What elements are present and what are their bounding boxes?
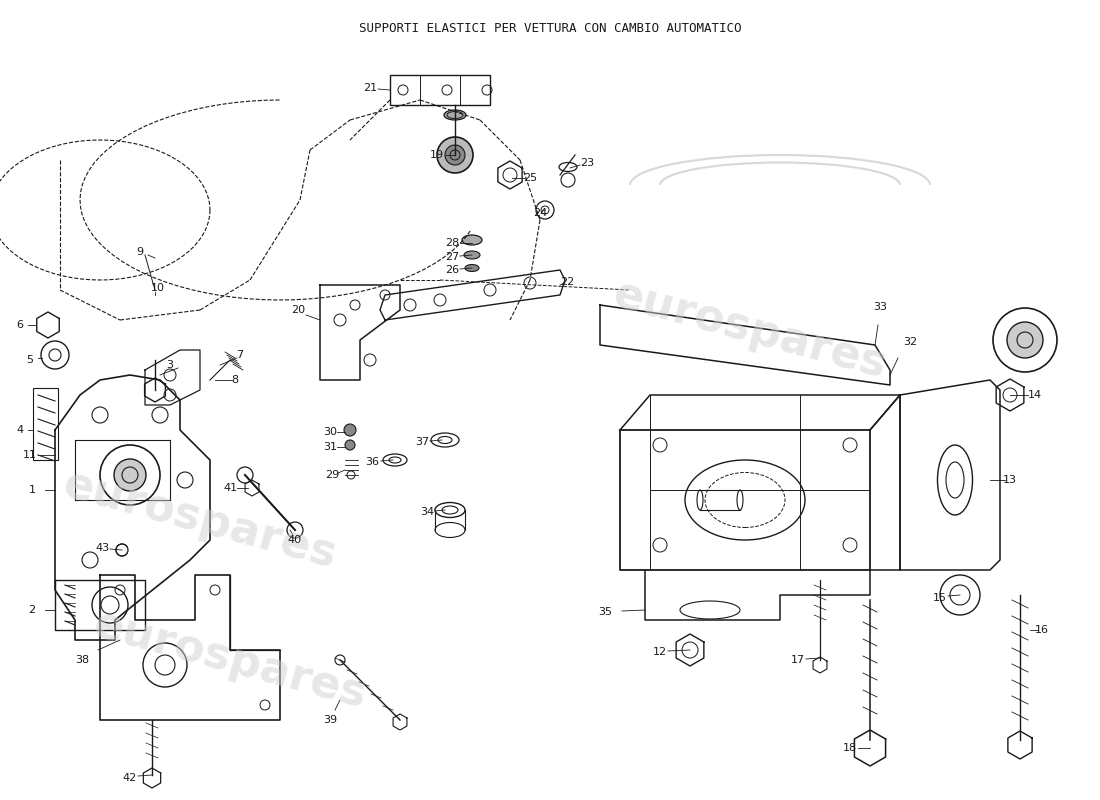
Text: 3: 3	[166, 360, 174, 370]
Text: 20: 20	[290, 305, 305, 315]
Bar	[33, 388, 58, 460]
Text: 28: 28	[444, 238, 459, 248]
Bar	[390, 75, 490, 105]
Text: 19: 19	[430, 150, 444, 160]
Text: 5: 5	[26, 355, 33, 365]
Text: 40: 40	[288, 535, 302, 545]
Text: 21: 21	[363, 83, 377, 93]
Text: 15: 15	[933, 593, 947, 603]
Circle shape	[344, 424, 356, 436]
Text: 33: 33	[873, 302, 887, 312]
Text: 43: 43	[95, 543, 109, 553]
Text: 34: 34	[420, 507, 434, 517]
Text: 23: 23	[580, 158, 594, 168]
Circle shape	[437, 137, 473, 173]
Text: 42: 42	[123, 773, 138, 783]
Ellipse shape	[465, 265, 478, 271]
Text: 13: 13	[1003, 475, 1018, 485]
Text: 29: 29	[324, 470, 339, 480]
Text: 26: 26	[444, 265, 459, 275]
Text: 7: 7	[236, 350, 243, 360]
Text: 24: 24	[532, 208, 547, 218]
Circle shape	[1006, 322, 1043, 358]
Text: 36: 36	[365, 457, 380, 467]
Text: 17: 17	[791, 655, 805, 665]
Ellipse shape	[462, 235, 482, 245]
Ellipse shape	[464, 251, 480, 259]
Text: 6: 6	[16, 320, 23, 330]
Circle shape	[446, 145, 465, 165]
Text: 35: 35	[598, 607, 612, 617]
Text: 32: 32	[903, 337, 917, 347]
Circle shape	[114, 459, 146, 491]
Text: 25: 25	[522, 173, 537, 183]
Text: 4: 4	[16, 425, 23, 435]
Text: 22: 22	[560, 277, 574, 287]
Text: eurospares: eurospares	[58, 463, 341, 577]
Ellipse shape	[444, 110, 466, 120]
Text: 39: 39	[323, 715, 337, 725]
Text: 14: 14	[1027, 390, 1042, 400]
Text: 37: 37	[415, 437, 429, 447]
Text: 30: 30	[323, 427, 337, 437]
Circle shape	[345, 440, 355, 450]
Text: 9: 9	[136, 247, 144, 257]
Text: 10: 10	[151, 283, 165, 293]
Text: 41: 41	[223, 483, 238, 493]
Text: 31: 31	[323, 442, 337, 452]
Text: 11: 11	[23, 450, 37, 460]
Text: 27: 27	[444, 252, 459, 262]
Text: 8: 8	[231, 375, 239, 385]
Text: eurospares: eurospares	[88, 603, 372, 717]
Text: 16: 16	[1035, 625, 1049, 635]
Text: 2: 2	[29, 605, 35, 615]
Text: SUPPORTI ELASTICI PER VETTURA CON CAMBIO AUTOMATICO: SUPPORTI ELASTICI PER VETTURA CON CAMBIO…	[359, 22, 741, 34]
Text: 12: 12	[653, 647, 667, 657]
Text: 1: 1	[29, 485, 35, 495]
Text: 18: 18	[843, 743, 857, 753]
Text: 38: 38	[75, 655, 89, 665]
Text: eurospares: eurospares	[608, 273, 891, 387]
